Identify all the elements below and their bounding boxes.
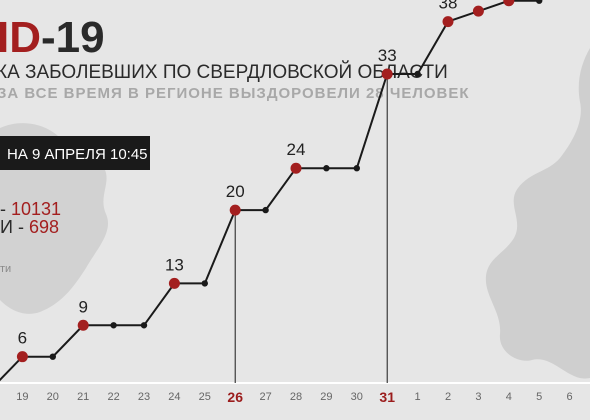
- x-axis-ticks: 19 20 21 22 23 24 25 26 27 28 29 30 31 1 2 3 4 5 6: [16, 389, 572, 405]
- drop-lines: [234, 73, 388, 383]
- data-point-marker: [442, 16, 454, 28]
- stat-observed-value: 698: [29, 217, 59, 237]
- x-tick-label: 6: [567, 391, 573, 403]
- point-labels: 6913202433383940445: [18, 0, 488, 348]
- x-tick-label: 19: [16, 391, 28, 403]
- x-tick-label: 25: [199, 391, 211, 403]
- stat-observed: И - 698: [0, 217, 59, 237]
- stat-tests: - 10131: [0, 199, 61, 219]
- x-tick-label: 28: [290, 391, 302, 403]
- map-background: [0, 48, 590, 379]
- x-tick-label: 26: [227, 389, 243, 405]
- x-tick-label: 2: [445, 391, 451, 403]
- data-point-marker: [503, 0, 515, 7]
- data-point-label: 24: [287, 140, 306, 159]
- x-tick-label: 1: [415, 391, 421, 403]
- data-point-marker: [77, 319, 89, 331]
- chart-subtitle: КА ЗАБОЛЕВШИХ ПО СВЕРДЛОВСКОЙ ОБЛАСТИ: [0, 61, 448, 83]
- stat-tests-label: -: [0, 199, 6, 219]
- data-point-label: 9: [78, 297, 87, 316]
- data-point-label: 20: [226, 182, 245, 201]
- x-tick-label: 29: [320, 391, 332, 403]
- x-tick-label: 21: [77, 391, 89, 403]
- x-tick-label: 27: [259, 391, 271, 403]
- data-point-marker: [290, 162, 302, 174]
- right-landmass: [485, 48, 590, 379]
- info-box-text: НА 9 АПРЕЛЯ 10:45: [7, 146, 148, 163]
- x-tick-label: 31: [379, 389, 395, 405]
- data-point-label: 39: [469, 0, 488, 2]
- data-point-marker: [201, 280, 208, 287]
- data-point-marker: [140, 322, 148, 329]
- stat-observed-label: И -: [0, 217, 24, 237]
- chart-title-red: ID: [0, 13, 41, 62]
- markers: [16, 0, 543, 363]
- x-tick-label: 24: [168, 391, 180, 403]
- stat-tests-value: 10131: [11, 199, 61, 219]
- data-point-label: 38: [439, 0, 458, 13]
- data-point-marker: [168, 277, 180, 289]
- x-tick-label: 4: [506, 391, 512, 403]
- data-point-marker: [353, 165, 360, 172]
- data-point-label: 33: [378, 46, 397, 65]
- data-point-marker: [323, 165, 330, 172]
- data-point-marker: [536, 0, 543, 4]
- x-tick-label: 20: [47, 391, 59, 403]
- x-tick-label: 5: [536, 391, 542, 403]
- x-tick-label: 23: [138, 391, 150, 403]
- data-point-marker: [110, 322, 117, 329]
- x-tick-label: 30: [351, 391, 363, 403]
- data-point-marker: [472, 5, 484, 17]
- data-point-marker: [16, 351, 28, 363]
- chart-title-dark: -19: [41, 13, 105, 62]
- data-point-marker: [414, 70, 421, 78]
- data-point-label: 13: [165, 255, 184, 274]
- side-fragment: ти: [0, 263, 11, 275]
- left-island: [4, 247, 25, 277]
- x-tick-label: 3: [475, 391, 481, 403]
- data-point-marker: [381, 68, 393, 80]
- info-box: [0, 136, 150, 170]
- chart-subtitle-recovered: ЗА ВСЕ ВРЕМЯ В РЕГИОНЕ ВЫЗДОРОВЕЛИ 28 ЧЕ…: [0, 85, 470, 102]
- data-point-marker: [229, 204, 241, 216]
- x-tick-label: 22: [107, 391, 119, 403]
- chart-title: ID-19: [0, 13, 105, 62]
- data-point-label: 6: [18, 329, 27, 348]
- left-landmass: [0, 123, 108, 314]
- data-point-marker: [49, 353, 56, 360]
- data-point-marker: [262, 206, 269, 214]
